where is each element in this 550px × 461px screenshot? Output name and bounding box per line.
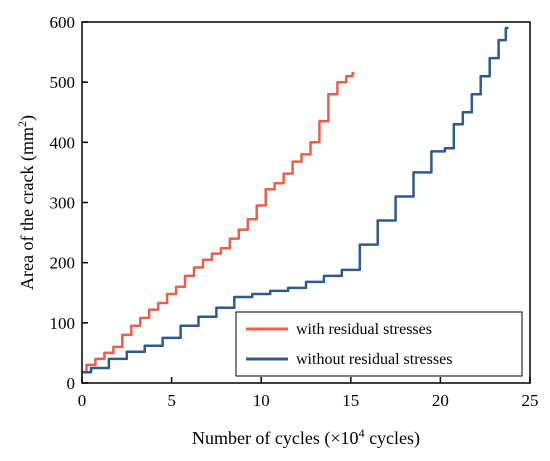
- y-axis-title-after: ): [17, 115, 38, 121]
- y-axis-title-text: Area of the crack (mm: [17, 127, 38, 290]
- x-axis-title: Number of cycles (×104 cycles): [192, 426, 420, 449]
- legend-label-with-residual: with residual stresses: [296, 321, 432, 338]
- y-tick-label: 0: [67, 374, 76, 393]
- x-tick-label: 0: [78, 391, 87, 410]
- x-tick-label: 5: [167, 391, 176, 410]
- x-axis-title-sup: 4: [359, 426, 365, 440]
- series-line-without-residual: [82, 26, 509, 374]
- x-axis-title-after: cycles): [365, 428, 420, 449]
- y-tick-label: 200: [50, 254, 76, 273]
- series-line-with-residual: [82, 71, 355, 374]
- x-tick-label: 25: [522, 391, 539, 410]
- y-tick-label: 400: [50, 133, 76, 152]
- y-tick-label: 600: [50, 13, 76, 32]
- y-tick-label: 100: [50, 314, 76, 333]
- legend-box: [235, 311, 523, 377]
- y-tick-label: 300: [50, 194, 76, 213]
- x-axis-title-text: Number of cycles (×10: [192, 428, 359, 449]
- legend-label-without-residual: without residual stresses: [296, 351, 452, 368]
- legend: with residual stresses without residual …: [235, 311, 523, 377]
- series-layer: [82, 26, 509, 374]
- y-axis-title: Area of the crack (mm2): [15, 115, 38, 290]
- ticks-layer: 0 5 10 15 20 25 0 100 200 300 400 500 600: [50, 13, 539, 410]
- x-tick-label: 10: [253, 391, 270, 410]
- y-axis-title-sup: 2: [15, 121, 29, 127]
- x-tick-label: 20: [432, 391, 449, 410]
- x-tick-label: 15: [342, 391, 359, 410]
- y-tick-label: 500: [50, 73, 76, 92]
